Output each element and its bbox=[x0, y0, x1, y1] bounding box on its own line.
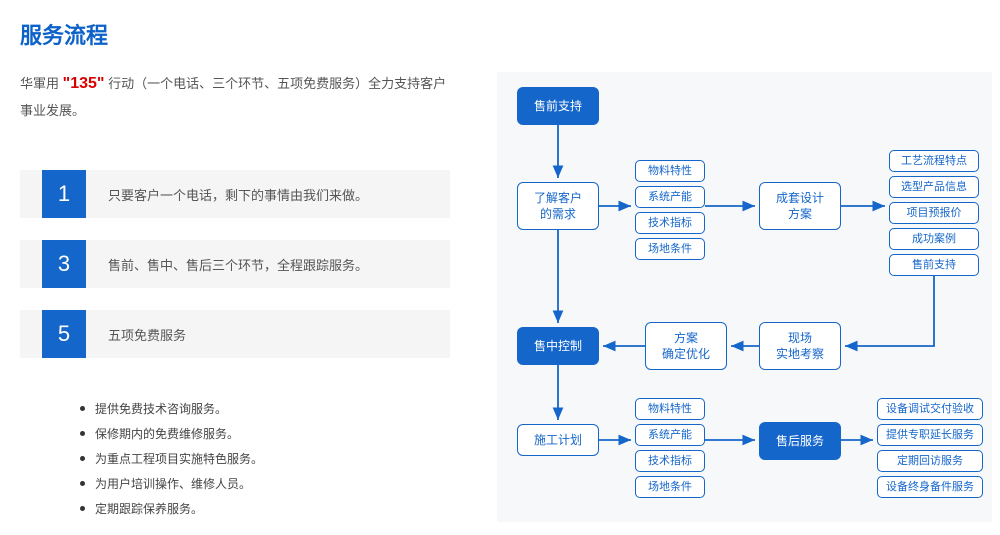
flow-node-presale: 售前支持 bbox=[517, 87, 599, 125]
flow-node-insale: 售中控制 bbox=[517, 327, 599, 365]
bullet-list: 提供免费技术咨询服务。保修期内的免费维修服务。为重点工程项目实施特色服务。为用户… bbox=[80, 400, 263, 525]
bullet-text: 保修期内的免费维修服务。 bbox=[95, 425, 239, 442]
flow-node-optimize: 方案 确定优化 bbox=[645, 322, 727, 370]
flow-node-aftersale: 售后服务 bbox=[759, 422, 841, 460]
bullet-text: 提供免费技术咨询服务。 bbox=[95, 400, 227, 417]
flow-node-d1: 工艺流程特点 bbox=[889, 150, 979, 172]
bullet-dot-icon bbox=[80, 431, 85, 436]
flow-node-a2: 提供专职延长服务 bbox=[877, 424, 983, 446]
bullet-text: 定期跟踪保养服务。 bbox=[95, 500, 203, 517]
flow-node-a3: 定期回访服务 bbox=[877, 450, 983, 472]
flow-node-understand: 了解客户 的需求 bbox=[517, 182, 599, 230]
list-135: 1 只要客户一个电话，剩下的事情由我们来做。 3 售前、售中、售后三个环节，全程跟踪服… bbox=[20, 170, 450, 380]
flow-node-p4: 场地条件 bbox=[635, 476, 705, 498]
flow-node-u1: 物料特性 bbox=[635, 160, 705, 182]
page-title: 服务流程 bbox=[20, 18, 108, 50]
bullet-text: 为用户培训操作、维修人员。 bbox=[95, 475, 251, 492]
flow-node-d2: 选型产品信息 bbox=[889, 176, 979, 198]
flow-node-u3: 技术指标 bbox=[635, 212, 705, 234]
flow-node-p3: 技术指标 bbox=[635, 450, 705, 472]
row-135-1: 1 只要客户一个电话，剩下的事情由我们来做。 bbox=[20, 170, 450, 218]
flowchart-panel: 售前支持了解客户 的需求售中控制施工计划成套设计 方案方案 确定优化现场 实地考… bbox=[497, 72, 992, 522]
bullet-text: 为重点工程项目实施特色服务。 bbox=[95, 450, 263, 467]
num-box: 3 bbox=[42, 240, 86, 288]
flow-node-p1: 物料特性 bbox=[635, 398, 705, 420]
num-box: 1 bbox=[42, 170, 86, 218]
intro-quote: "135" bbox=[63, 75, 105, 92]
bullet-item: 提供免费技术咨询服务。 bbox=[80, 400, 263, 417]
flow-node-p2: 系统产能 bbox=[635, 424, 705, 446]
flow-node-u2: 系统产能 bbox=[635, 186, 705, 208]
flow-edge bbox=[845, 276, 934, 346]
row-135-5: 5 五项免费服务 bbox=[20, 310, 450, 358]
num-box: 5 bbox=[42, 310, 86, 358]
flow-node-design: 成套设计 方案 bbox=[759, 182, 841, 230]
flow-node-plan: 施工计划 bbox=[517, 424, 599, 456]
flow-node-d5: 售前支持 bbox=[889, 254, 979, 276]
intro-paragraph: 华軍用 "135" 行动（一个电话、三个环节、五项免费服务）全力支持客户事业发展… bbox=[20, 70, 450, 122]
row-text: 只要客户一个电话，剩下的事情由我们来做。 bbox=[108, 185, 368, 204]
bullet-item: 保修期内的免费维修服务。 bbox=[80, 425, 263, 442]
flow-node-a1: 设备调试交付验收 bbox=[877, 398, 983, 420]
intro-pre: 华軍用 bbox=[20, 76, 59, 91]
bullet-dot-icon bbox=[80, 456, 85, 461]
bullet-item: 为用户培训操作、维修人员。 bbox=[80, 475, 263, 492]
flow-node-u4: 场地条件 bbox=[635, 238, 705, 260]
flow-node-d4: 成功案例 bbox=[889, 228, 979, 250]
row-text: 五项免费服务 bbox=[108, 325, 186, 344]
flow-node-d3: 项目预报价 bbox=[889, 202, 979, 224]
bullet-item: 为重点工程项目实施特色服务。 bbox=[80, 450, 263, 467]
bullet-dot-icon bbox=[80, 506, 85, 511]
flow-node-a4: 设备终身备件服务 bbox=[877, 476, 983, 498]
bullet-dot-icon bbox=[80, 406, 85, 411]
flow-node-site: 现场 实地考察 bbox=[759, 322, 841, 370]
row-text: 售前、售中、售后三个环节，全程跟踪服务。 bbox=[108, 255, 368, 274]
bullet-dot-icon bbox=[80, 481, 85, 486]
row-135-3: 3 售前、售中、售后三个环节，全程跟踪服务。 bbox=[20, 240, 450, 288]
bullet-item: 定期跟踪保养服务。 bbox=[80, 500, 263, 517]
